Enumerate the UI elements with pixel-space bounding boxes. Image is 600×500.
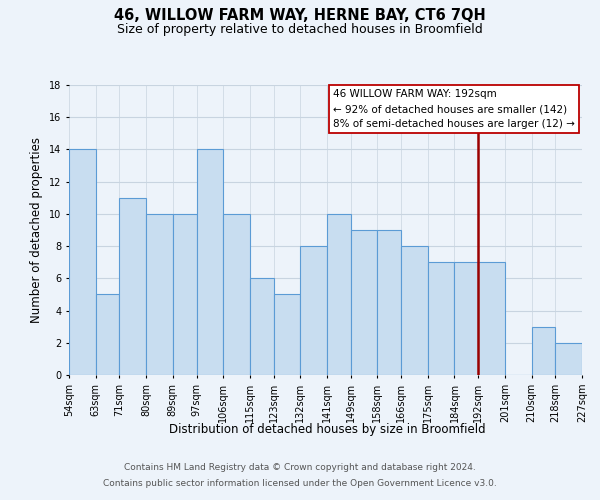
Text: 46, WILLOW FARM WAY, HERNE BAY, CT6 7QH: 46, WILLOW FARM WAY, HERNE BAY, CT6 7QH (114, 8, 486, 22)
Bar (556, 343, 582, 375)
Bar (146, 214, 173, 375)
Bar (95, 294, 119, 375)
Bar (327, 214, 351, 375)
Bar (401, 246, 428, 375)
Text: Contains public sector information licensed under the Open Government Licence v3: Contains public sector information licen… (103, 478, 497, 488)
Bar (532, 326, 556, 375)
Bar (274, 294, 300, 375)
Bar (478, 262, 505, 375)
Text: Contains HM Land Registry data © Crown copyright and database right 2024.: Contains HM Land Registry data © Crown c… (124, 464, 476, 472)
Text: 46 WILLOW FARM WAY: 192sqm
← 92% of detached houses are smaller (142)
8% of semi: 46 WILLOW FARM WAY: 192sqm ← 92% of deta… (333, 90, 575, 129)
Bar (428, 262, 454, 375)
Text: Distribution of detached houses by size in Broomfield: Distribution of detached houses by size … (169, 422, 485, 436)
Bar (250, 278, 274, 375)
Bar (223, 214, 250, 375)
Bar (377, 230, 401, 375)
Bar (300, 246, 327, 375)
Bar (197, 150, 223, 375)
Text: Size of property relative to detached houses in Broomfield: Size of property relative to detached ho… (117, 22, 483, 36)
Bar (173, 214, 197, 375)
Bar (69, 150, 95, 375)
Bar (351, 230, 377, 375)
Y-axis label: Number of detached properties: Number of detached properties (31, 137, 43, 323)
Bar (454, 262, 478, 375)
Bar (119, 198, 146, 375)
